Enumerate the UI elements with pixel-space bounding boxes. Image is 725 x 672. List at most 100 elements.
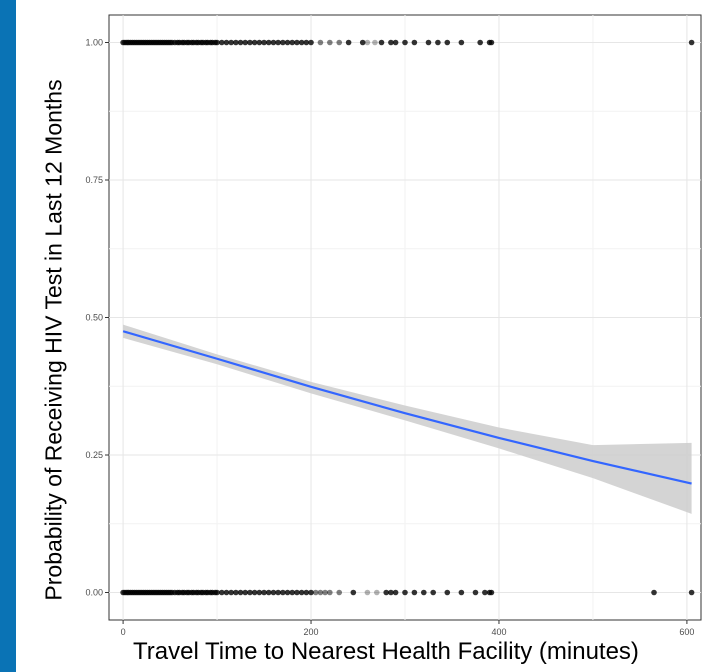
point-y0	[298, 589, 305, 596]
point-y0	[312, 589, 319, 596]
data-points	[120, 39, 695, 596]
point-y1	[345, 39, 352, 46]
point-y0	[374, 589, 380, 596]
point-y1	[242, 39, 249, 46]
point-y1	[228, 39, 234, 46]
point-y1	[256, 39, 263, 46]
x-axis-title: Travel Time to Nearest Health Facility (…	[133, 638, 639, 665]
point-y1	[317, 39, 324, 46]
point-y0	[214, 589, 220, 596]
point-y0	[420, 589, 427, 596]
point-y0	[270, 589, 277, 596]
point-y1	[214, 39, 220, 46]
point-y0	[289, 589, 296, 596]
point-y1	[336, 39, 343, 46]
point-y1	[477, 39, 483, 46]
point-y0	[228, 589, 234, 596]
point-y0	[688, 589, 695, 596]
point-y1	[488, 39, 495, 46]
point-y1	[247, 39, 253, 46]
point-y0	[256, 589, 263, 596]
x-tick-label: 200	[304, 627, 319, 637]
point-y1	[444, 39, 451, 46]
point-y1	[275, 39, 281, 46]
point-y1	[294, 39, 300, 46]
point-y0	[242, 589, 249, 596]
point-y1	[372, 39, 378, 46]
point-y1	[237, 39, 244, 46]
point-y1	[388, 39, 394, 46]
point-y1	[289, 39, 296, 46]
point-y0	[317, 589, 324, 596]
y-tick-label: 1.00	[85, 38, 103, 48]
point-y0	[458, 589, 465, 596]
y-tick-label: 0.50	[85, 313, 103, 323]
point-y1	[435, 39, 441, 46]
point-y1	[308, 39, 314, 46]
point-y0	[247, 589, 253, 596]
point-y1	[223, 39, 230, 46]
point-y0	[303, 589, 310, 596]
axes: 0 200 400 600 0.00 0.25 0.50 0.75 1.00	[85, 38, 694, 638]
point-y0	[488, 589, 495, 596]
fit-line	[122, 330, 692, 485]
x-tick-label: 400	[491, 627, 506, 637]
point-y0	[223, 589, 230, 596]
point-y1	[425, 39, 432, 46]
point-y0	[261, 589, 267, 596]
point-y0	[482, 589, 488, 596]
point-y0	[444, 589, 451, 596]
point-y0	[336, 589, 343, 596]
point-y0	[472, 589, 479, 596]
point-y1	[233, 39, 239, 46]
point-y0	[392, 589, 399, 596]
point-y0	[327, 589, 333, 596]
point-y1	[280, 39, 286, 46]
y-tick-label: 0.00	[85, 588, 103, 598]
x-tick-label: 600	[679, 627, 694, 637]
point-y0	[275, 589, 281, 596]
point-y1	[378, 39, 385, 46]
point-y0	[388, 589, 394, 596]
point-y1	[270, 39, 277, 46]
point-y1	[251, 39, 258, 46]
point-y0	[265, 589, 272, 596]
point-y0	[411, 589, 418, 596]
point-y1	[411, 39, 418, 46]
point-y1	[364, 39, 371, 46]
point-y0	[430, 589, 436, 596]
point-y0	[284, 589, 291, 596]
point-y0	[294, 589, 300, 596]
confidence-ribbon-group	[123, 324, 692, 514]
point-y0	[364, 589, 371, 596]
point-y1	[327, 39, 333, 46]
point-y1	[359, 39, 366, 46]
point-y1	[284, 39, 291, 46]
point-y1	[458, 39, 465, 46]
confidence-ribbon	[123, 324, 692, 514]
y-tick-label: 0.25	[85, 450, 103, 460]
point-y1	[218, 39, 225, 46]
point-y1	[688, 39, 695, 46]
point-y0	[383, 589, 390, 596]
point-y0	[308, 589, 314, 596]
point-y1	[265, 39, 272, 46]
point-y1	[261, 39, 267, 46]
point-y1	[402, 39, 408, 46]
point-y1	[303, 39, 310, 46]
fit-line-group	[122, 330, 692, 485]
x-tick-label: 0	[121, 627, 126, 637]
point-y0	[233, 589, 239, 596]
point-y0	[350, 589, 357, 596]
point-y1	[298, 39, 305, 46]
point-y0	[218, 589, 225, 596]
point-y0	[322, 589, 328, 596]
point-y0	[402, 589, 408, 596]
point-y1	[392, 39, 399, 46]
y-axis-title: Probability of Receiving HIV Test in Las…	[40, 79, 67, 601]
y-tick-label: 0.75	[85, 175, 103, 185]
point-y0	[251, 589, 258, 596]
point-y0	[651, 589, 657, 596]
point-y0	[280, 589, 286, 596]
